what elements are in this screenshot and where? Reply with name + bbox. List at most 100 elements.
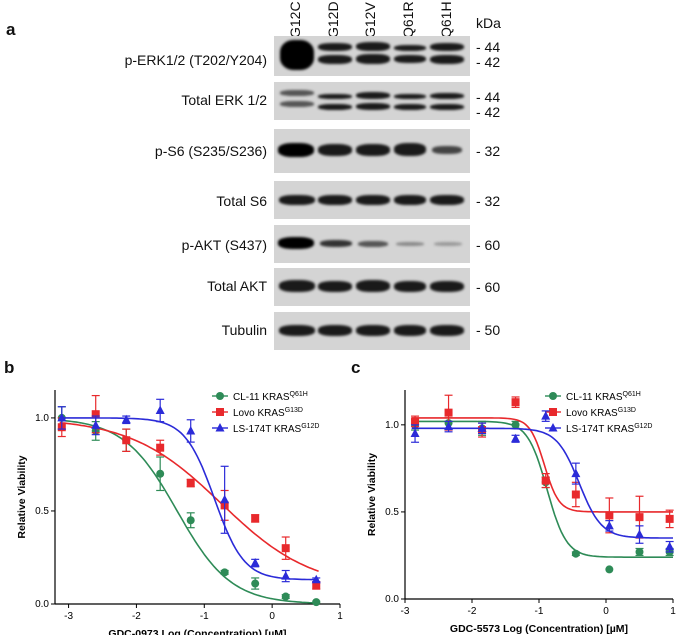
- y-tick-label: 0.5: [35, 506, 49, 517]
- blot-label: p-AKT (S437): [181, 237, 267, 253]
- band: [430, 325, 464, 336]
- data-point: [571, 549, 580, 558]
- x-tick-label: 0: [269, 611, 275, 622]
- data-point: [220, 568, 229, 577]
- band: [279, 280, 315, 292]
- legend-marker: [215, 423, 225, 432]
- data-point: [541, 476, 550, 485]
- kda-marker: - 42: [476, 104, 501, 120]
- x-tick-label: 1: [670, 606, 676, 617]
- y-tick-label: 1.0: [385, 420, 399, 431]
- band: [394, 104, 426, 110]
- legend-entry: CL-11 KRASQ61H: [566, 391, 641, 403]
- kda-marker: - 32: [476, 143, 501, 159]
- band: [356, 92, 390, 99]
- legend-entry: Lovo KRASG13D: [233, 407, 303, 419]
- x-tick-label: -1: [200, 611, 209, 622]
- legend-marker: [548, 423, 558, 432]
- data-point: [511, 420, 520, 429]
- band: [430, 55, 464, 64]
- band: [394, 45, 426, 51]
- band: [318, 144, 352, 156]
- x-axis-label: GDC-0973 Log (Concentration) [µM]: [108, 628, 286, 635]
- band: [430, 195, 464, 205]
- data-point: [312, 598, 321, 607]
- band: [318, 43, 352, 51]
- band: [320, 240, 352, 247]
- band: [430, 281, 464, 292]
- data-point: [251, 514, 260, 523]
- data-point: [605, 511, 614, 520]
- data-point: [57, 412, 67, 422]
- kda-marker: - 44: [476, 39, 501, 55]
- chart-panel-b: -3 -2 -1 0 1 0.0 0.5 1.0 GDC-0973 Log (Concentra…: [16, 390, 343, 635]
- x-tick-label: -2: [468, 606, 477, 617]
- band: [432, 146, 462, 154]
- blot-p-s6: [274, 129, 470, 173]
- fit-curve: [411, 417, 673, 513]
- data-point: [571, 468, 581, 478]
- kda-marker: - 60: [476, 237, 501, 253]
- data-point: [251, 579, 260, 588]
- blot-tubulin: [274, 312, 470, 350]
- band: [280, 101, 314, 107]
- fit-curve: [59, 419, 319, 604]
- blot-p-akt: [274, 225, 470, 263]
- y-tick-label: 0.0: [385, 594, 399, 605]
- band: [318, 195, 352, 205]
- band: [394, 325, 426, 336]
- band: [394, 55, 426, 63]
- data-point: [121, 414, 131, 424]
- band: [279, 195, 315, 205]
- data-point: [411, 417, 420, 426]
- blot-label: Total ERK 1/2: [181, 92, 267, 108]
- data-point: [220, 494, 230, 504]
- blot-label: Tubulin: [221, 322, 267, 338]
- band: [280, 90, 314, 96]
- panel-c-letter: c: [351, 358, 361, 377]
- data-point: [477, 423, 487, 432]
- band: [394, 281, 426, 292]
- data-point: [156, 469, 165, 478]
- panel-b-letter: b: [4, 358, 15, 377]
- band: [280, 40, 314, 70]
- band: [356, 280, 390, 292]
- data-point: [410, 428, 420, 438]
- blot-total-erk: [274, 82, 470, 120]
- band: [394, 143, 426, 156]
- blot-label: p-S6 (S235/S236): [154, 143, 267, 159]
- data-point: [511, 433, 521, 443]
- band: [318, 94, 352, 99]
- y-tick-label: 1.0: [35, 413, 49, 424]
- band: [434, 242, 462, 246]
- legend-entry: CL-11 KRASQ61H: [233, 391, 308, 403]
- blot-label: Total S6: [216, 193, 267, 209]
- data-point: [155, 405, 165, 414]
- blot-label: Total AKT: [207, 278, 267, 294]
- data-point: [312, 581, 321, 590]
- data-point: [186, 516, 195, 525]
- fit-curve: [411, 427, 673, 539]
- band: [278, 143, 314, 157]
- blot-p-erk: [274, 36, 470, 76]
- band: [278, 237, 314, 249]
- kda-marker: - 60: [476, 279, 501, 295]
- x-tick-label: -3: [64, 611, 73, 622]
- data-point: [635, 529, 644, 539]
- data-point: [156, 443, 165, 452]
- data-point: [311, 574, 321, 584]
- legend-entry: LS-174T KRASG12D: [566, 423, 652, 435]
- kda-marker: - 50: [476, 322, 501, 338]
- data-point: [91, 410, 100, 419]
- x-tick-label: 0: [603, 606, 609, 617]
- data-point: [604, 520, 614, 530]
- band: [356, 195, 390, 205]
- y-axis-label: Relative Viability: [16, 455, 28, 538]
- band: [356, 54, 390, 64]
- lane-label: G12C: [287, 1, 303, 38]
- band: [396, 242, 424, 246]
- blot-total-s6: [274, 181, 470, 219]
- data-point: [665, 541, 675, 551]
- band: [318, 104, 352, 110]
- y-axis-label: Relative Viability: [366, 453, 378, 536]
